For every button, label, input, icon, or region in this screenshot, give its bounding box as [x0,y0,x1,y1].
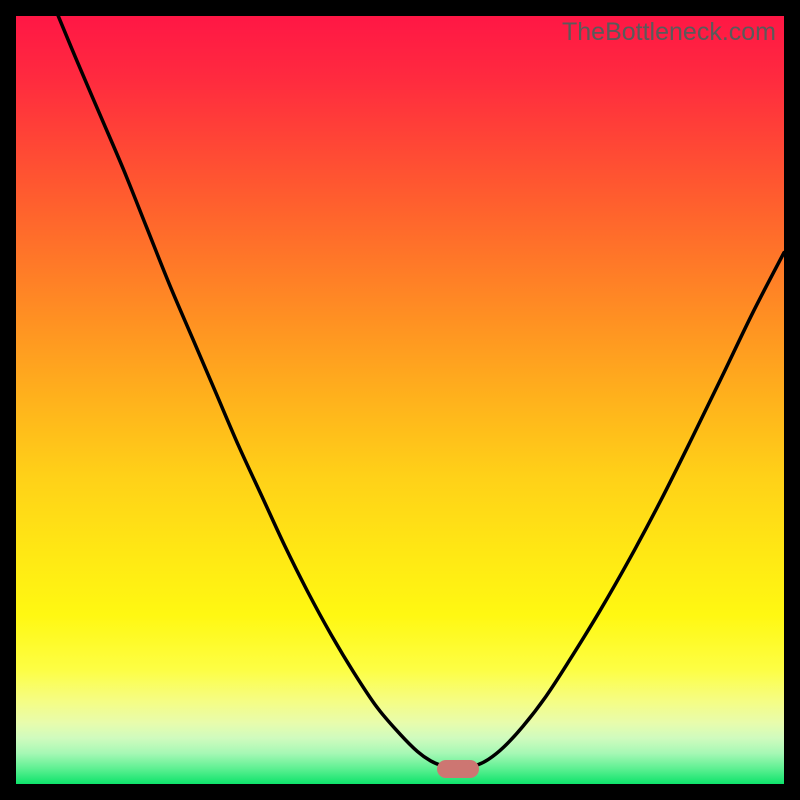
chart-border-left [0,0,16,800]
bottleneck-curve [16,16,784,784]
bottleneck-chart: TheBottleneck.com [0,0,800,800]
chart-border-right [784,0,800,800]
optimal-point-marker [437,760,479,778]
watermark-text: TheBottleneck.com [562,18,776,47]
chart-plot-area [16,16,784,784]
chart-border-bottom [0,784,800,800]
chart-border-top [0,0,800,16]
